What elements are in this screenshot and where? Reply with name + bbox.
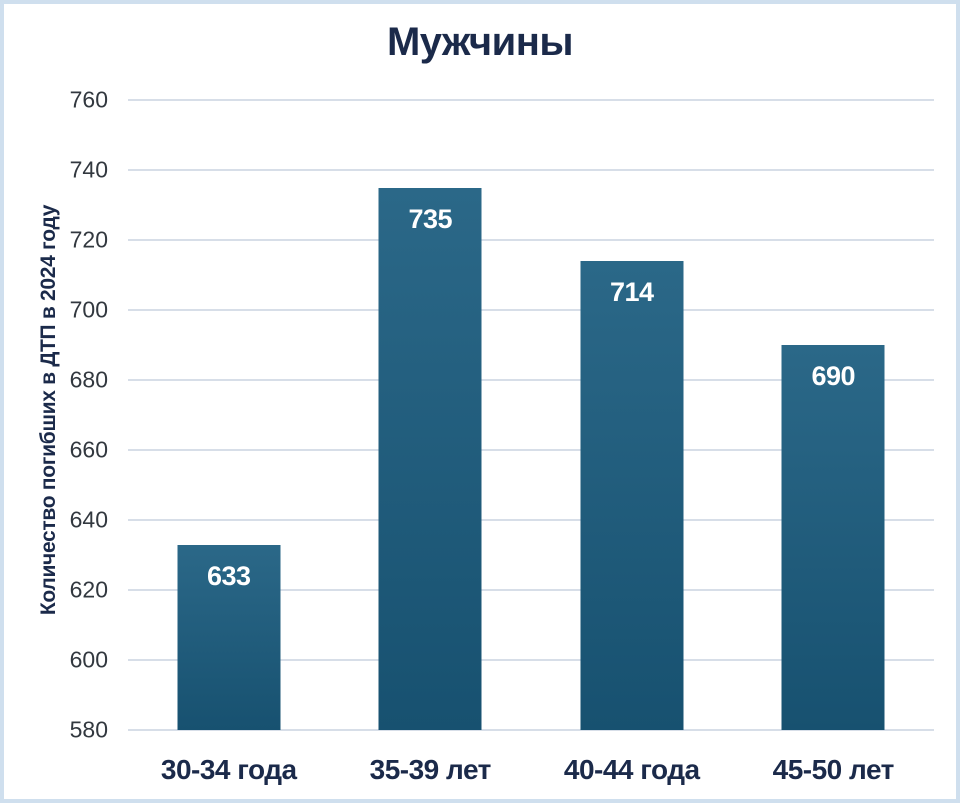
bar-30-34 года: 633 <box>177 544 281 730</box>
gridline-y-600 <box>128 658 934 661</box>
x-tick-label-40-44 года: 40-44 года <box>563 754 700 785</box>
gridline-y-660 <box>128 449 934 451</box>
bar-value-label: 690 <box>811 361 856 391</box>
y-tick-label-700: 700 <box>69 296 108 323</box>
x-tick-label-45-50 лет: 45-50 лет <box>772 754 895 785</box>
gridline-y-720 <box>128 238 934 241</box>
gridline-y-580 <box>128 729 934 731</box>
y-tick-label-600: 600 <box>69 646 108 673</box>
bar-45-50 лет: 690 <box>781 345 885 730</box>
gridline-y-700 <box>128 309 934 311</box>
x-tick-label-35-39 лет: 35-39 лет <box>369 754 492 785</box>
gridline-y-740 <box>128 168 934 171</box>
y-tick-label-720: 720 <box>69 226 108 253</box>
y-tick-label-660: 660 <box>69 436 108 463</box>
bar-value-label: 633 <box>206 560 251 591</box>
y-tick-label-620: 620 <box>69 576 108 603</box>
bar-35-39 лет: 735 <box>378 187 482 730</box>
x-tick-label-30-34 года: 30-34 года <box>160 754 297 785</box>
y-tick-label-680: 680 <box>69 366 108 393</box>
y-tick-label-760: 760 <box>69 86 108 113</box>
gridline-y-680 <box>128 378 934 381</box>
gridline-y-620 <box>128 589 934 591</box>
bar-40-44 года: 714 <box>580 261 684 730</box>
y-tick-label-580: 580 <box>69 716 108 743</box>
y-tick-label-640: 640 <box>69 506 108 533</box>
gridline-y-760 <box>128 99 934 101</box>
bar-value-label: 714 <box>609 277 654 307</box>
bar-value-label: 735 <box>408 203 453 234</box>
plot-area: 633 735 714 690 <box>128 99 934 731</box>
chart-title: Мужчины <box>386 20 574 64</box>
y-axis-label: Количество погибших в ДТП в 2024 году <box>37 204 60 616</box>
y-tick-label-740: 740 <box>69 156 108 183</box>
gridline-y-640 <box>128 519 934 521</box>
